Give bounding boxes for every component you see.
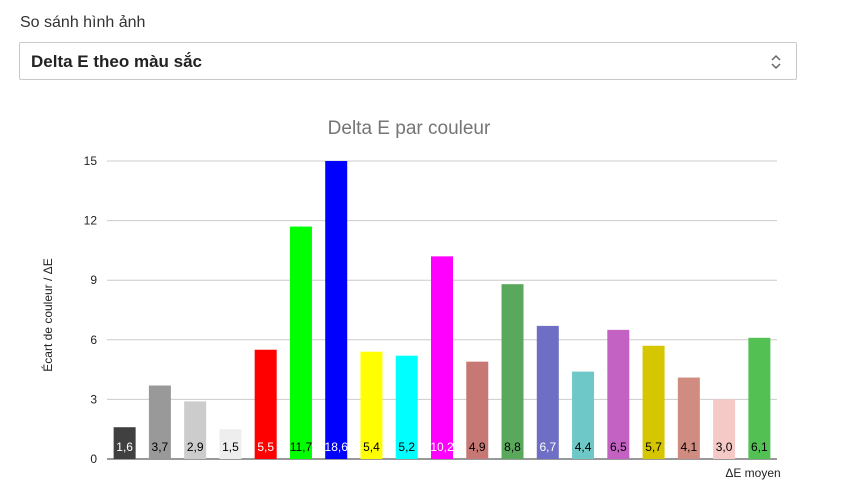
bar[interactable] [642,345,665,459]
bar-data-label: 18,6 [325,440,349,454]
bar[interactable] [431,256,453,459]
bar[interactable] [219,429,242,459]
y-tick-label: 15 [84,154,98,168]
chevron-updown-icon [771,54,781,70]
bar[interactable] [677,377,700,459]
bar[interactable] [395,355,418,459]
bar-data-label: 6,5 [610,440,627,454]
bar-data-label: 1,6 [116,440,133,454]
page-label: So sánh hình ảnh [20,14,146,31]
x-axis-label: ΔE moyen [725,466,780,480]
bar[interactable] [607,329,630,459]
bar-data-label: 5,5 [257,440,274,454]
bar-chart: Delta E par couleur Écart de couleur / Δ… [40,118,781,480]
bar-layer [113,161,771,459]
y-tick-label: 6 [90,333,97,347]
bar-data-label: 3,0 [716,440,733,454]
bar[interactable] [113,427,136,459]
y-axis-label: Écart de couleur / ΔE [40,258,55,371]
y-tick-label: 0 [90,452,97,466]
bar[interactable] [360,351,383,459]
bar-data-label: 5,2 [398,440,415,454]
bar-data-label: 4,9 [469,440,486,454]
bar-data-label: 4,1 [680,440,697,454]
bar[interactable] [325,161,348,459]
bar-data-label: 1,5 [222,440,239,454]
bar[interactable] [748,337,771,459]
bar[interactable] [254,349,277,459]
y-tick-label: 9 [90,273,97,287]
data-label-layer: 1,6 3,7 2,9 1,5 5,5 11,7 18,6 5,4 5,2 10,2 4,9 8,8 6… [116,440,768,454]
y-tick-label: 3 [90,392,97,406]
bar[interactable] [713,399,736,459]
bar-data-label: 2,9 [187,440,204,454]
bar[interactable] [536,325,559,459]
chart-title: Delta E par couleur [328,118,491,139]
bar[interactable] [289,226,312,459]
bar-data-label: 8,8 [504,440,521,454]
select-value: Delta E theo màu sắc [31,52,203,71]
chart-type-select[interactable]: Delta E theo màu sắc [19,42,797,80]
bar[interactable] [184,401,207,459]
bar[interactable] [148,385,171,459]
bar-data-label: 11,7 [290,440,313,454]
bar-data-label: 10,2 [430,440,454,454]
bar-data-label: 6,7 [539,440,556,454]
bar-data-label: 4,4 [575,440,592,454]
bar-data-label: 6,1 [751,440,768,454]
bar[interactable] [572,371,595,459]
bar[interactable] [466,361,489,459]
bar-data-label: 5,7 [645,440,662,454]
bar-data-label: 3,7 [152,440,169,454]
y-tick-label: 12 [84,214,98,228]
bar[interactable] [501,284,524,459]
bar-data-label: 5,4 [363,440,380,454]
